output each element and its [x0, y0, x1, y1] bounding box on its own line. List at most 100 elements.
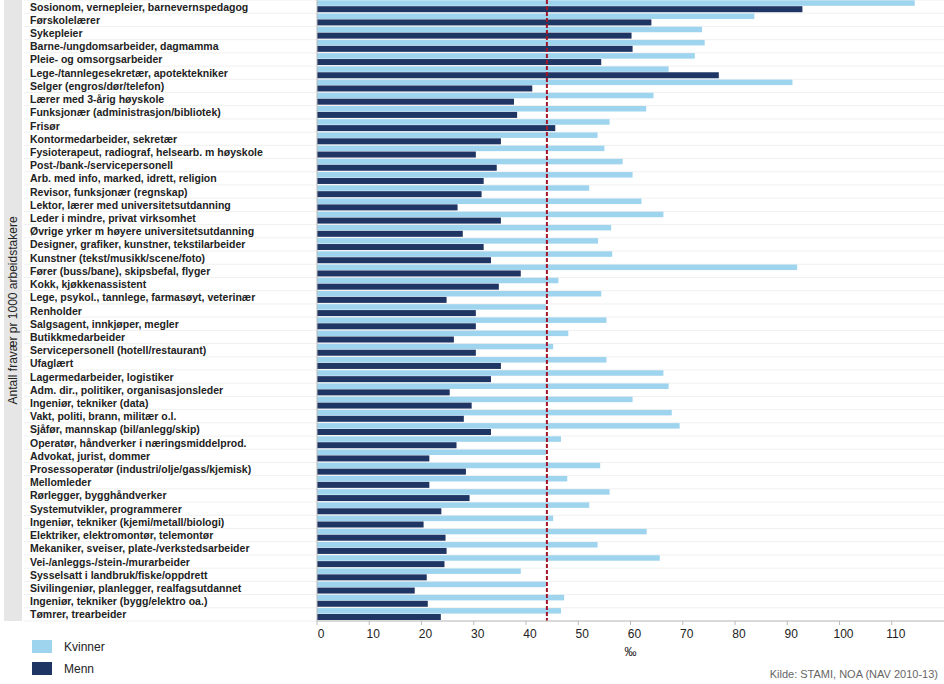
category-label: Lektor, lærer med universitetsutdanning [30, 199, 231, 211]
bar [317, 614, 441, 620]
x-tick-label: 90 [785, 627, 799, 641]
bar [317, 502, 589, 508]
bar [317, 310, 476, 316]
category-label: Lege, psykol., tannlege, farmasøyt, vete… [30, 291, 255, 303]
category-label: Frisør [30, 120, 60, 132]
bar [317, 119, 610, 125]
bar [317, 165, 497, 171]
bar [317, 608, 561, 614]
bar [317, 370, 663, 376]
bar [317, 53, 695, 59]
category-label: Lærer med 3-årig høyskole [30, 93, 164, 105]
x-tick [630, 621, 631, 625]
category-label: Salgsagent, innkjøper, megler [30, 318, 179, 330]
bars [317, 0, 915, 621]
x-tick-label: 100 [833, 627, 853, 641]
legend-label: Kvinner [64, 640, 105, 654]
row-separator [24, 621, 944, 622]
x-tick [421, 621, 422, 625]
x-tick [839, 621, 840, 625]
bar [317, 469, 466, 475]
category-label: Post-/bank-/servicepersonell [30, 159, 173, 171]
bar [317, 93, 653, 99]
x-tick-label: 70 [680, 627, 694, 641]
bar [317, 357, 606, 363]
x-tick-label: 50 [576, 627, 590, 641]
category-label: Ingeniør, tekniker (data) [30, 397, 148, 409]
category-label: Kokk, kjøkkenassistent [30, 278, 147, 290]
bar [317, 178, 484, 184]
category-label: Selger (engros/dør/telefon) [30, 80, 164, 92]
category-label: Systemutvikler, programmerer [30, 503, 182, 515]
bar [317, 389, 450, 395]
bar [317, 244, 484, 250]
y-axis-label: Antall fravær pr 1000 arbeidstakere [6, 216, 20, 404]
category-label: Prosessoperatør (industri/olje/gass/kjem… [30, 463, 251, 475]
x-tick [578, 621, 579, 625]
category-label: Elektriker, elektromontør, telemontør [30, 529, 213, 541]
bar [317, 516, 553, 522]
bar [317, 72, 719, 78]
bar [317, 59, 601, 65]
bar [317, 106, 646, 112]
bar [317, 582, 546, 588]
bar [317, 535, 446, 541]
bar [317, 521, 424, 527]
legend-swatch [32, 640, 52, 653]
bar [317, 265, 797, 271]
category-label: Funksjonær (administrasjon/bibliotek) [30, 106, 221, 118]
bar [317, 529, 647, 535]
category-label: Sosionom, vernepleier, barnevernspedagog [30, 1, 248, 13]
category-label: Butikkmedarbeider [30, 331, 125, 343]
bar [317, 568, 521, 574]
bar [317, 80, 792, 86]
category-label: Leder i mindre, privat virksomhet [30, 212, 196, 224]
bar [317, 463, 600, 469]
bar [317, 278, 558, 284]
category-label: Tømrer, trearbeider [30, 608, 126, 620]
category-label: Fører (buss/bane), skipsbefal, flyger [30, 265, 210, 277]
category-label: Pleie- og omsorgsarbeider [30, 53, 162, 65]
bar [317, 0, 915, 6]
x-tick [891, 621, 892, 625]
bar [317, 132, 598, 138]
category-label: Sykepleier [30, 27, 83, 39]
bar [317, 138, 501, 144]
category-label: Kunstner (tekst/musikk/scene/foto) [30, 252, 205, 264]
category-label: Servicepersonell (hotell/restaurant) [30, 344, 206, 356]
bar [317, 231, 463, 237]
x-tick-label: 80 [732, 627, 746, 641]
bar [317, 251, 612, 257]
bar [317, 337, 454, 343]
bar [317, 33, 632, 39]
bar [317, 191, 482, 197]
category-label: Ingeniør, tekniker (kjemi/metall/biologi… [30, 516, 224, 528]
bar [317, 574, 427, 580]
bar [317, 476, 567, 482]
bar [317, 212, 663, 218]
category-label: Lege-/tannlegesekretær, apotektekniker [30, 67, 228, 79]
bar [317, 561, 444, 567]
bar [317, 363, 501, 369]
bar [317, 225, 611, 231]
category-label: Kontormedarbeider, sekretær [30, 133, 177, 145]
bar [317, 410, 672, 416]
bar [317, 66, 669, 72]
bar [317, 397, 633, 403]
y-axis-line [317, 0, 318, 621]
category-label: Øvrige yrker m høyere universitetsutdann… [30, 225, 254, 237]
category-label: Sivilingeniør, planlegger, realfagsutdan… [30, 582, 242, 594]
bar [317, 40, 705, 46]
x-tick [682, 621, 683, 625]
bar [317, 85, 532, 91]
category-label: Sjåfør, mannskap (bil/anlegg/skip) [30, 423, 200, 435]
bar [317, 125, 555, 131]
bar [317, 270, 521, 276]
x-tick-label: 20 [419, 627, 433, 641]
category-label: Lagermedarbeider, logistiker [30, 371, 174, 383]
bar [317, 291, 601, 297]
bar [317, 185, 589, 191]
category-label: Mellomleder [30, 476, 91, 488]
bar [317, 403, 472, 409]
bar [317, 455, 429, 461]
